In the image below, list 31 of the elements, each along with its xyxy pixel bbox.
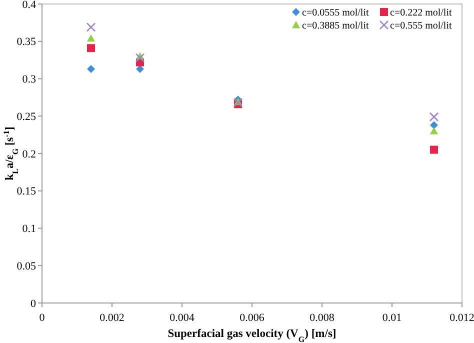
legend-label: c=0.0555 mol/lit xyxy=(302,8,369,18)
point xyxy=(430,121,438,130)
y-tick-label: 0.2 xyxy=(22,148,36,160)
y-tick-label: 0.05 xyxy=(16,260,36,272)
legend-label: c=0.3885 mol/lit xyxy=(302,20,369,32)
point xyxy=(430,146,438,154)
x-tick-label: 0.002 xyxy=(100,312,124,324)
x-axis-title: Superfacial gas velocity (V$_{G}$) [m/s] xyxy=(168,328,336,343)
x-tick-label: 0.012 xyxy=(450,312,474,324)
point xyxy=(87,65,95,74)
y-tick-label: 0.15 xyxy=(16,186,36,198)
legend-label: c=0.555 mol/lit xyxy=(390,20,452,32)
point xyxy=(86,22,96,32)
y-tick-label: 0.3 xyxy=(22,74,36,86)
point xyxy=(87,44,95,52)
x-tick-label: 0 xyxy=(39,312,46,324)
x-tick-label: 0.008 xyxy=(310,312,335,324)
y-tick-label: 0.1 xyxy=(22,223,36,236)
y-tick-label: 0 xyxy=(30,298,36,310)
y-tick-label: 0.4 xyxy=(22,0,36,11)
legend-label: c=0.222 mol/lit xyxy=(390,8,452,18)
point xyxy=(135,53,145,62)
x-tick-label: 0.01 xyxy=(382,312,402,324)
x-tick-label: 0.004 xyxy=(170,312,195,324)
point xyxy=(87,34,95,42)
x-tick-label: 0.006 xyxy=(240,312,265,324)
point xyxy=(429,112,439,122)
point xyxy=(136,65,144,74)
y-tick-label: 0.35 xyxy=(16,36,36,48)
point xyxy=(430,127,438,134)
y-tick-label: 0.25 xyxy=(16,110,36,123)
